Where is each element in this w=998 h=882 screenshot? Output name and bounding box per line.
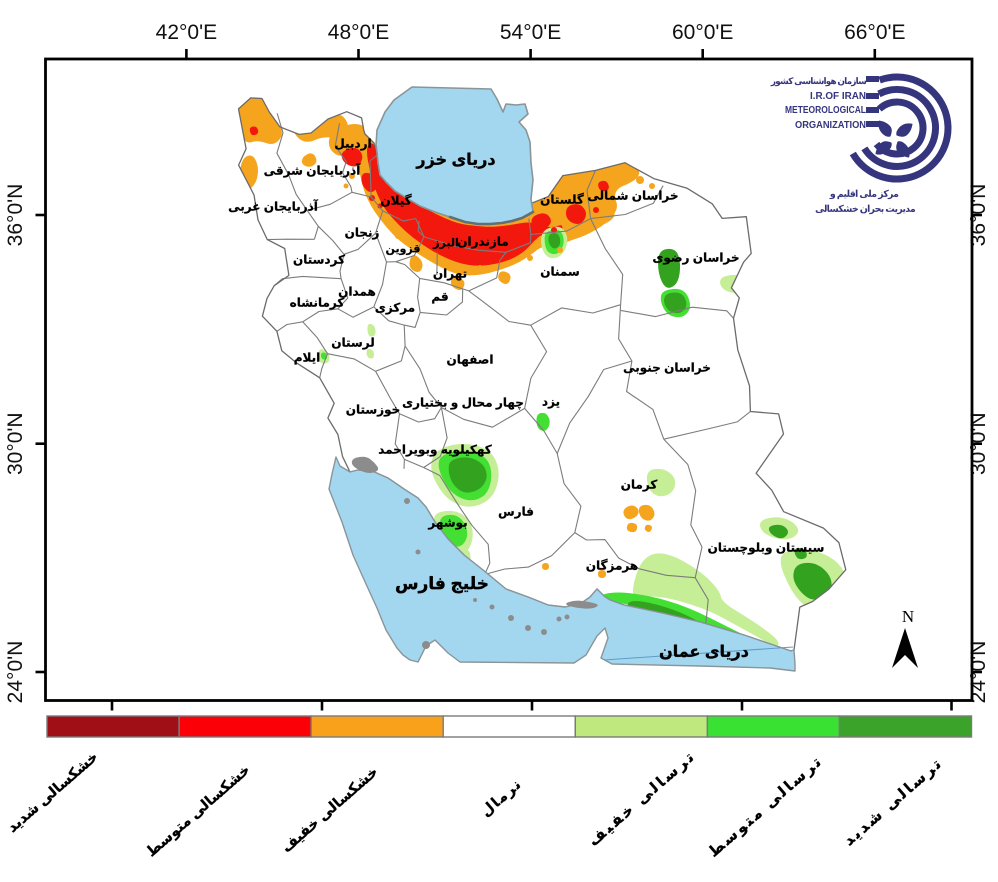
svg-text:36°0'N: 36°0'N	[967, 184, 990, 247]
svg-text:66°0'E: 66°0'E	[844, 21, 905, 44]
svg-text:24°0'N: 24°0'N	[967, 641, 990, 704]
svg-text:30°0'N: 30°0'N	[4, 412, 27, 475]
svg-text:ORGANIZATION: ORGANIZATION	[795, 119, 866, 131]
svg-text:30°0'N: 30°0'N	[967, 412, 990, 475]
svg-text:METEOROLOGICAL: METEOROLOGICAL	[785, 104, 866, 116]
svg-text:24°0'N: 24°0'N	[4, 641, 27, 704]
svg-text:60°0'E: 60°0'E	[672, 21, 733, 44]
svg-text:48°0'E: 48°0'E	[328, 21, 389, 44]
svg-text:36°0'N: 36°0'N	[4, 184, 27, 247]
svg-text:54°0'E: 54°0'E	[500, 21, 561, 44]
svg-text:42°0'E: 42°0'E	[156, 21, 217, 44]
svg-text:I.R.OF IRAN: I.R.OF IRAN	[810, 90, 866, 102]
svg-text:N: N	[902, 607, 914, 626]
